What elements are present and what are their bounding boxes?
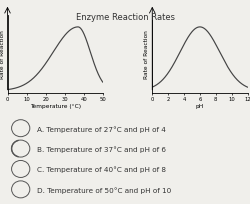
Text: Enzyme Reaction Rates: Enzyme Reaction Rates [76, 13, 174, 22]
Text: B. Temperature of 37°C and pH of 6: B. Temperature of 37°C and pH of 6 [37, 145, 166, 152]
Y-axis label: Rate of Reaction: Rate of Reaction [0, 30, 5, 79]
X-axis label: Temperature (°C): Temperature (°C) [30, 104, 81, 109]
Text: A. Temperature of 27°C and pH of 4: A. Temperature of 27°C and pH of 4 [37, 125, 166, 132]
Text: C. Temperature of 40°C and pH of 8: C. Temperature of 40°C and pH of 8 [37, 166, 166, 172]
X-axis label: pH: pH [196, 104, 204, 109]
Text: D. Temperature of 50°C and pH of 10: D. Temperature of 50°C and pH of 10 [37, 186, 171, 193]
Y-axis label: Rate of Reaction: Rate of Reaction [144, 30, 150, 79]
